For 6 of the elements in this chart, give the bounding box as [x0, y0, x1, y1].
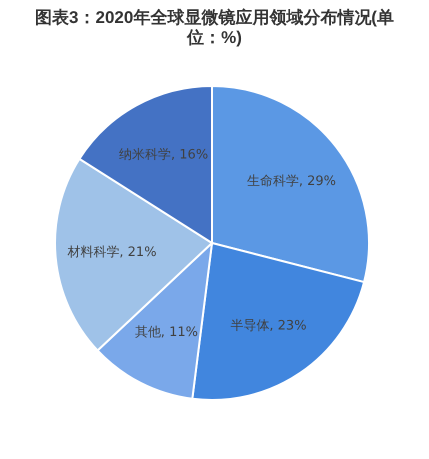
- slice-label: 半导体, 23%: [230, 318, 307, 334]
- slice-label: 纳米科学, 16%: [119, 147, 208, 162]
- chart-title: 图表3：2020年全球显微镜应用领域分布情况(单位：%): [34, 8, 395, 48]
- slice-label: 生命科学, 29%: [246, 174, 336, 189]
- slice-label: 其他, 11%: [134, 324, 198, 340]
- slice-label: 材料科学, 21%: [66, 244, 157, 260]
